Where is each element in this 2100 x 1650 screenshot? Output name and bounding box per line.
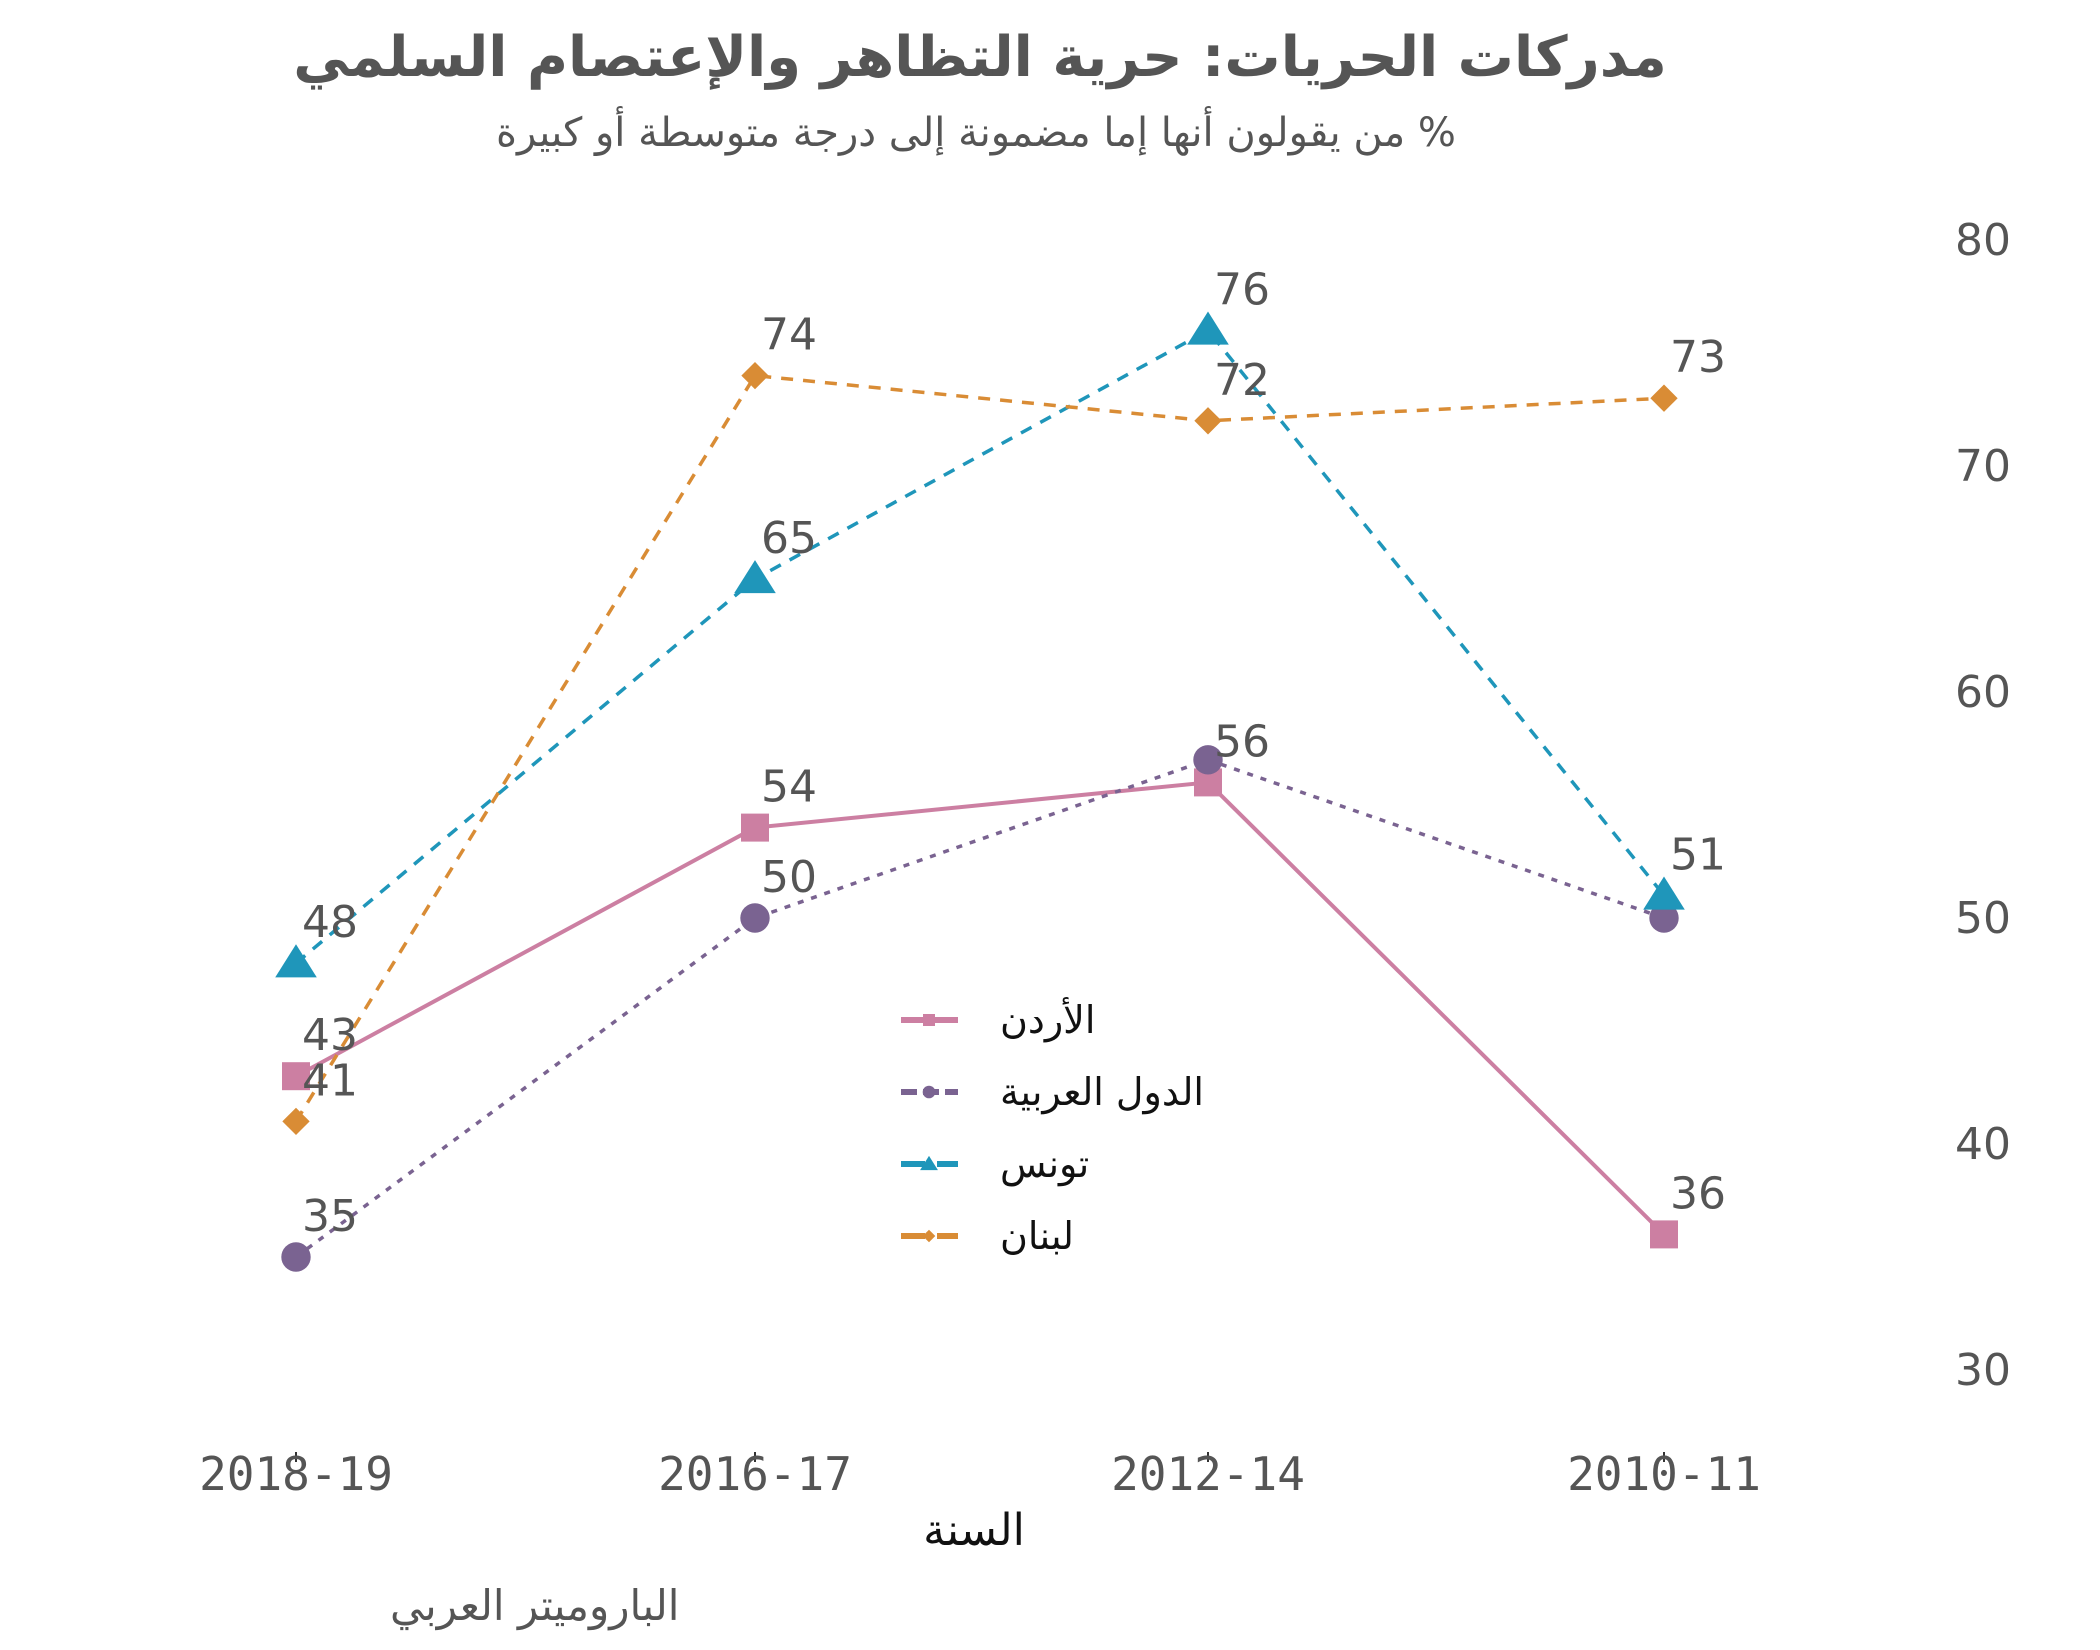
legend-item: الأردن xyxy=(901,996,1095,1042)
x-tick-label: 2012-14 xyxy=(1111,1447,1305,1501)
data-point xyxy=(734,560,776,594)
data-point xyxy=(282,1107,310,1136)
series-3 xyxy=(282,361,1678,1136)
data-label-layer: 43 54 56 36 35 50 48 65 76 51 41 74 72 73 xyxy=(302,264,1726,1242)
data-point xyxy=(1643,876,1685,910)
y-tick-label: 30 xyxy=(1955,1345,2011,1396)
data-point xyxy=(741,361,769,390)
data-label: 73 xyxy=(1670,332,1726,383)
chart-title: مدركات الحريات: حرية التظاهر والإعتصام ا… xyxy=(293,25,1667,90)
data-label: 35 xyxy=(302,1191,358,1242)
series-line xyxy=(294,373,1665,1123)
data-label: 36 xyxy=(1670,1168,1726,1219)
data-label: 50 xyxy=(761,852,817,903)
x-axis-title: السنة xyxy=(923,1505,1025,1556)
caption: الباروميتر العربي xyxy=(390,1581,679,1631)
y-tick-label: 40 xyxy=(1955,1119,2011,1170)
y-tick-label: 80 xyxy=(1955,215,2011,266)
series-line xyxy=(295,780,1666,1236)
series-layer xyxy=(275,311,1685,1272)
data-label: 48 xyxy=(302,897,358,948)
legend: الأردن الدول العربية تونس لبنان xyxy=(901,996,1204,1258)
data-label: 43 xyxy=(302,1010,358,1061)
series-0 xyxy=(282,768,1678,1249)
x-tick-label: 2010-11 xyxy=(1567,1447,1761,1501)
data-point xyxy=(1650,1220,1678,1249)
series-2 xyxy=(275,311,1685,978)
series-1 xyxy=(281,745,1679,1272)
legend-key-marker xyxy=(922,1229,936,1243)
data-point xyxy=(1650,384,1678,412)
y-tick-label: 50 xyxy=(1955,893,2011,944)
legend-key-marker xyxy=(922,1085,936,1099)
data-label: 74 xyxy=(761,310,817,361)
data-point xyxy=(275,944,317,978)
y-axis: 30 40 50 60 70 80 xyxy=(1955,215,2011,1396)
legend-key-marker xyxy=(923,1014,935,1026)
series-line xyxy=(294,757,1665,1259)
data-point xyxy=(1194,407,1222,435)
data-label: 56 xyxy=(1214,716,1270,767)
legend-label: الدول العربية xyxy=(1000,1070,1204,1115)
data-point xyxy=(740,903,770,933)
legend-item: لبنان xyxy=(901,1214,1074,1258)
data-label: 65 xyxy=(761,513,817,564)
x-axis: 2018-19 2016-17 2012-14 2010-11 xyxy=(199,1447,1761,1501)
data-point xyxy=(1193,745,1223,775)
data-label: 72 xyxy=(1214,355,1270,406)
data-label: 54 xyxy=(761,762,817,813)
x-tick-label: 2018-19 xyxy=(199,1447,393,1501)
data-point xyxy=(1187,311,1229,345)
legend-label: الأردن xyxy=(1000,996,1095,1042)
y-tick-label: 60 xyxy=(1955,667,2011,718)
data-point xyxy=(282,1062,310,1091)
legend-label: لبنان xyxy=(1000,1214,1074,1258)
data-label: 51 xyxy=(1670,829,1726,880)
series-line xyxy=(294,328,1666,965)
y-tick-label: 70 xyxy=(1955,441,2011,492)
legend-item: تونس xyxy=(901,1142,1089,1187)
legend-item: الدول العربية xyxy=(901,1070,1204,1115)
legend-label: تونس xyxy=(1000,1142,1089,1187)
legend-key-marker xyxy=(920,1155,938,1171)
data-point xyxy=(1649,903,1679,933)
chart-subtitle: % من يقولون أنها إما مضمونة إلى درجة متو… xyxy=(496,106,1456,156)
data-label: 41 xyxy=(302,1055,358,1106)
data-point xyxy=(281,1242,311,1272)
data-point xyxy=(741,813,769,842)
data-label: 76 xyxy=(1214,264,1270,315)
x-tick-label: 2016-17 xyxy=(658,1447,852,1501)
